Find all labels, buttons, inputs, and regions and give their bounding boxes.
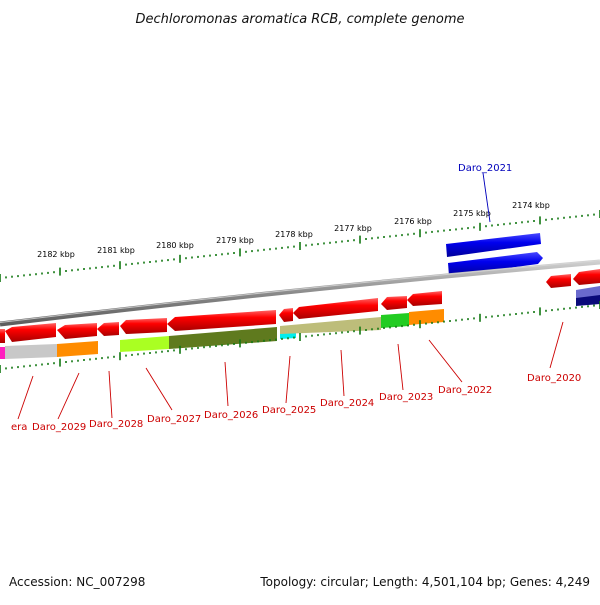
leader-era [17, 375, 34, 420]
genome-backbone [0, 259, 600, 327]
gene-label-daro-2028[interactable]: Daro_2028 [89, 419, 143, 430]
gene-era-arrow[interactable] [0, 329, 5, 343]
gene-daro-2029b-arrow[interactable] [57, 323, 97, 339]
feature-blocks [0, 286, 600, 359]
gene-label-daro-2021[interactable]: Daro_2021 [458, 163, 512, 174]
scale-label-2179: 2179 kbp [216, 236, 254, 245]
leader-daro-2027 [145, 367, 173, 411]
gene-daro-2020-arrow[interactable] [546, 274, 571, 288]
leader-daro-2023 [397, 343, 404, 391]
feature-block-magenta [0, 347, 5, 359]
leader-daro-2020 [549, 321, 564, 369]
gene-daro-2021-lower[interactable] [448, 252, 543, 276]
gene-daro-2025-arrow[interactable] [279, 308, 293, 322]
feature-block-navy [576, 295, 600, 306]
gene-label-daro-2027[interactable]: Daro_2027 [147, 414, 201, 425]
gene-labels: era Daro_2029 Daro_2028 Daro_2027 Daro_2… [11, 163, 581, 433]
gene-daro-2029-arrow[interactable] [5, 323, 56, 342]
scale-label-2176: 2176 kbp [394, 217, 432, 226]
gene-daro-2026-arrow[interactable] [167, 310, 276, 331]
gene-label-daro-2022[interactable]: Daro_2022 [438, 385, 492, 396]
scale-label-2174: 2174 kbp [512, 201, 550, 210]
scale-label-2175: 2175 kbp [453, 209, 491, 218]
feature-block-gray [5, 344, 57, 359]
forward-strand-genes [446, 233, 543, 276]
gene-label-daro-2024[interactable]: Daro_2024 [320, 398, 374, 409]
inner-scale-ticks [0, 301, 600, 373]
feature-block-green [381, 313, 409, 328]
leader-daro-2026 [224, 361, 229, 407]
gene-daro-2028-arrow[interactable] [97, 322, 119, 336]
gene-daro-2021-upper[interactable] [446, 233, 541, 257]
scale-labels: 2182 kbp 2181 kbp 2180 kbp 2179 kbp 2178… [37, 201, 550, 259]
feature-block-orange-2 [409, 309, 444, 325]
accession-text: Accession: NC_007298 [9, 575, 145, 589]
gene-daro-2024-arrow[interactable] [293, 298, 378, 319]
leader-daro-2028 [108, 370, 113, 419]
gene-daro-2022-arrow[interactable] [407, 291, 442, 306]
reverse-strand-genes [0, 269, 600, 343]
scale-label-2180: 2180 kbp [156, 241, 194, 250]
leader-daro-2022 [428, 339, 463, 383]
leader-daro-2024 [340, 349, 345, 397]
leader-daro-2021 [482, 172, 491, 223]
leader-lines [17, 321, 564, 420]
gene-daro-2019-arrow[interactable] [573, 269, 600, 285]
gene-label-daro-2023[interactable]: Daro_2023 [379, 392, 433, 403]
gene-label-era[interactable]: era [11, 422, 27, 433]
scale-label-2177: 2177 kbp [334, 224, 372, 233]
scale-label-2178: 2178 kbp [275, 230, 313, 239]
gene-label-daro-2020[interactable]: Daro_2020 [527, 373, 581, 384]
gene-daro-2023-arrow[interactable] [381, 296, 407, 310]
gene-label-daro-2029[interactable]: Daro_2029 [32, 422, 86, 433]
gene-label-daro-2026[interactable]: Daro_2026 [204, 410, 258, 421]
gene-daro-2027-arrow[interactable] [120, 318, 167, 334]
scale-label-2182: 2182 kbp [37, 250, 75, 259]
leader-daro-2029 [57, 372, 80, 420]
feature-block-olive-dark [169, 327, 277, 349]
gene-label-daro-2025[interactable]: Daro_2025 [262, 405, 316, 416]
map-title: Dechloromonas aromatica RCB, complete ge… [135, 12, 464, 27]
leader-daro-2025 [285, 355, 291, 404]
genome-summary-text: Topology: circular; Length: 4,501,104 bp… [259, 575, 590, 589]
outer-scale-ticks [0, 210, 600, 282]
scale-label-2181: 2181 kbp [97, 246, 135, 255]
feature-block-orange-1 [57, 341, 98, 357]
feature-block-olive-light [280, 317, 381, 334]
feature-block-lime [120, 336, 169, 352]
